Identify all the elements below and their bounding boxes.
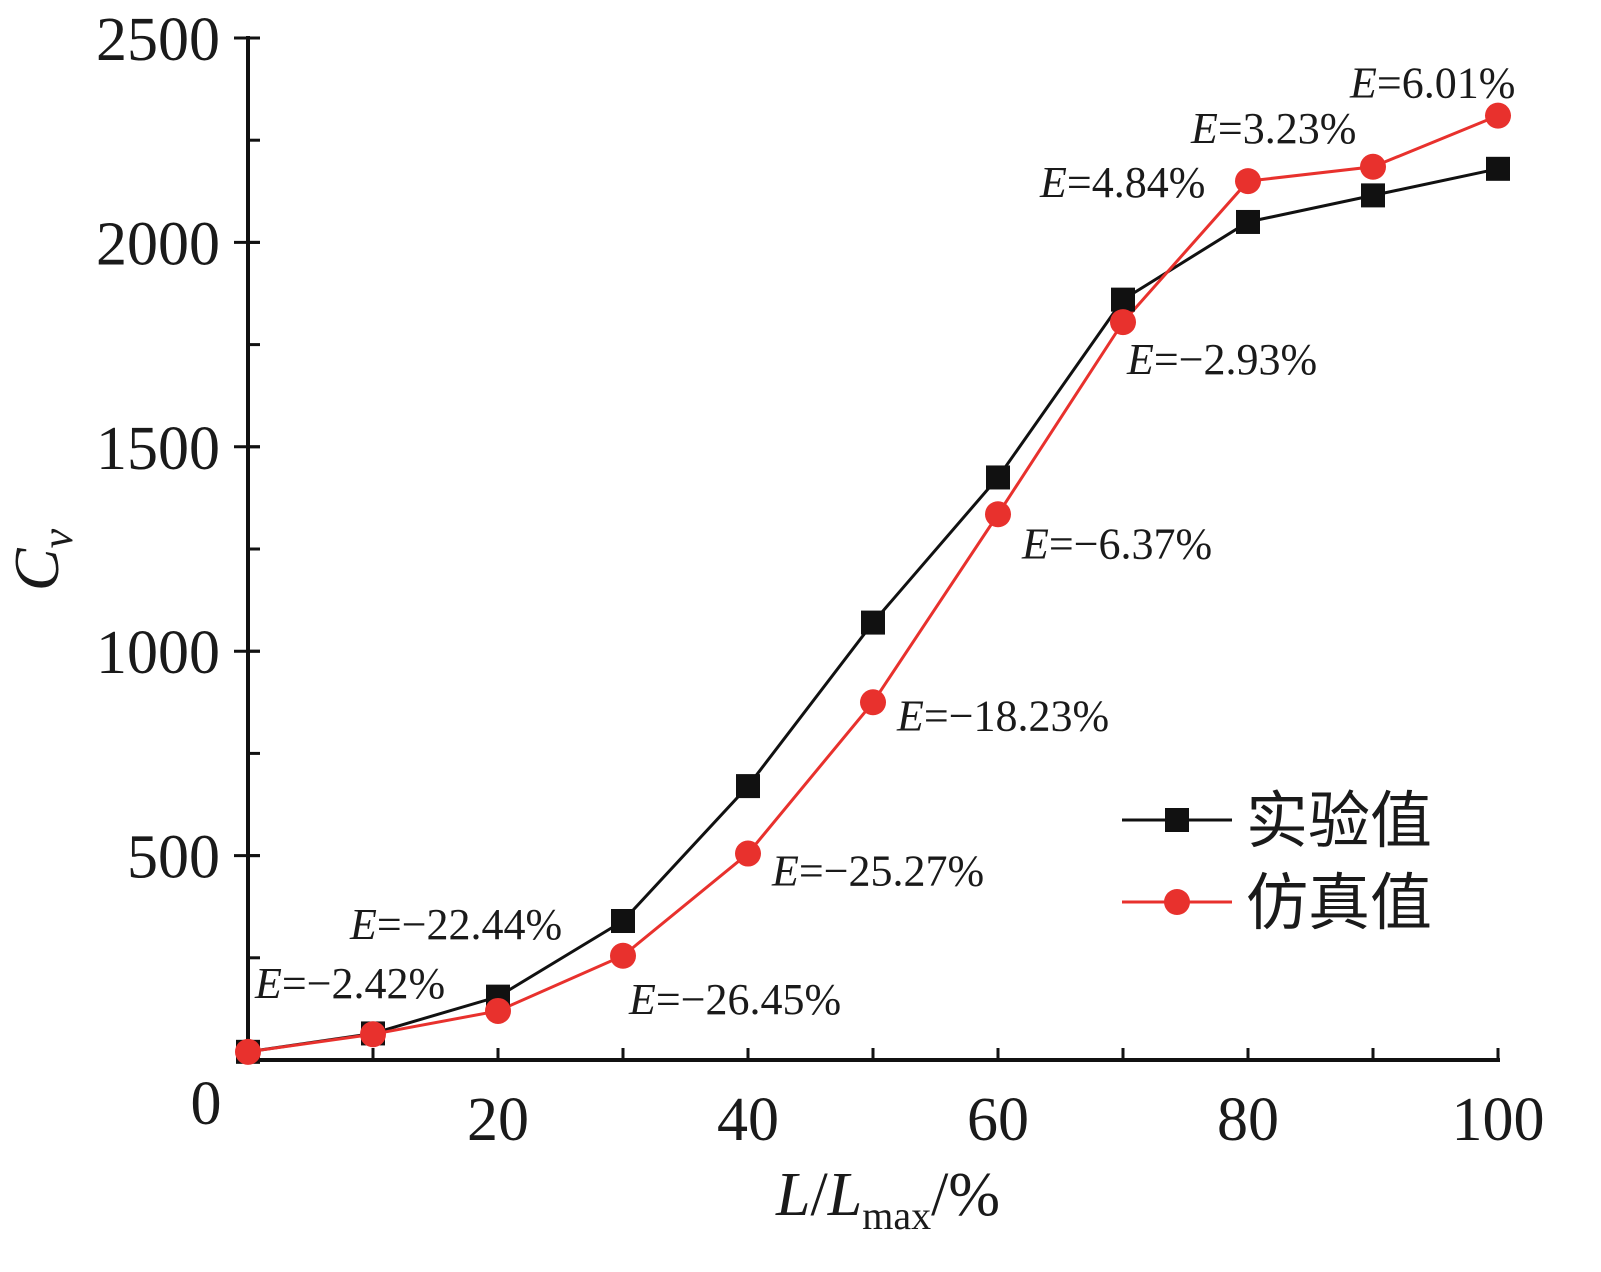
data-point-square <box>736 774 760 799</box>
legend-label-1: 仿真值 <box>1246 866 1432 939</box>
x-tick-label: 20 <box>467 1086 529 1154</box>
data-point-circle <box>610 942 636 969</box>
x-tick-label: 40 <box>717 1086 779 1154</box>
annotations: E=−2.42% E=−22.44% E=−26.45% E=−25.27% E=−18… <box>254 59 1515 1024</box>
x-tick-label: 0 <box>191 1070 222 1138</box>
markers <box>235 102 1511 1065</box>
data-point-circle <box>485 997 511 1024</box>
error-annotation: E=−2.93% <box>1126 335 1317 384</box>
error-annotation: E=3.23% <box>1190 104 1356 153</box>
legend-marker-circle <box>1164 889 1190 915</box>
y-tick-label: 1500 <box>96 415 220 483</box>
y-tick-label: 2000 <box>96 210 220 278</box>
x-tick-label: 100 <box>1452 1086 1545 1154</box>
error-annotation: E=−25.27% <box>771 847 984 896</box>
y-tick-label: 2500 <box>96 6 220 74</box>
legend-marker-square <box>1165 808 1189 832</box>
y-tick-label: 1000 <box>96 619 220 687</box>
data-point-circle <box>360 1021 386 1048</box>
error-annotation: E=6.01% <box>1349 59 1515 108</box>
data-point-square <box>1111 287 1135 312</box>
data-point-square <box>1361 183 1385 208</box>
data-point-square <box>1486 156 1510 181</box>
data-point-circle <box>1110 309 1136 336</box>
axes: 0 20 40 60 80 100 500 1000 1500 2000 2500 <box>96 6 1545 1154</box>
y-tick-label: 500 <box>127 824 220 892</box>
legend-label-0: 实验值 <box>1246 784 1432 857</box>
error-annotation: E=−22.44% <box>349 900 562 949</box>
data-point-square <box>986 465 1010 490</box>
x-tick-label: 80 <box>1217 1086 1279 1154</box>
data-point-square <box>861 610 885 635</box>
y-axis-title: Cv <box>1 528 82 591</box>
error-annotation: E=−26.45% <box>628 975 841 1024</box>
x-axis-title: L/Lmax/% <box>775 1161 1000 1238</box>
data-point-circle <box>1485 102 1511 129</box>
x-tick-label: 60 <box>967 1086 1029 1154</box>
data-point-circle <box>235 1038 261 1065</box>
error-annotation: E=−18.23% <box>896 691 1109 740</box>
data-point-circle <box>860 689 886 716</box>
data-point-circle <box>735 840 761 867</box>
error-annotation: E=−6.37% <box>1021 519 1212 568</box>
data-point-circle <box>1360 153 1386 180</box>
data-point-square <box>1236 209 1260 234</box>
error-annotation: E=4.84% <box>1039 158 1205 207</box>
data-point-square <box>611 909 635 934</box>
data-point-circle <box>1235 168 1261 195</box>
error-annotation: E=−2.42% <box>254 959 445 1008</box>
data-point-circle <box>985 501 1011 528</box>
